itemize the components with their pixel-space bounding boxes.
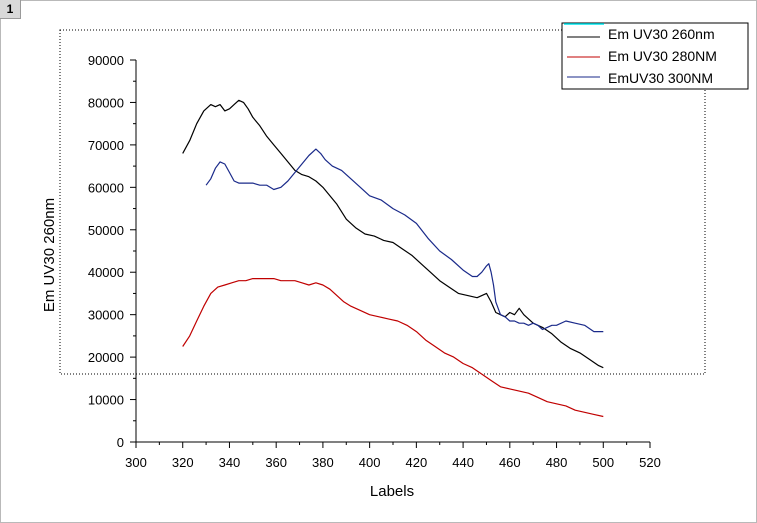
plot-area: 300 320 340 360 380 400 420 440 460 480 500 520 0 100… <box>41 29 706 500</box>
x-tick-label: 320 <box>172 455 194 470</box>
legend-label-3: EmUV30 300NM <box>608 70 713 86</box>
legend-label-1: Em UV30 260nm <box>608 26 715 42</box>
y-tick-label: 90000 <box>88 53 124 68</box>
legend-label-2: Em UV30 280NM <box>608 48 717 64</box>
x-tick-label: 520 <box>639 455 661 470</box>
x-tick-label: 480 <box>546 455 568 470</box>
x-tick-label: 500 <box>592 455 614 470</box>
y-tick-label: 60000 <box>88 180 124 195</box>
y-axis-label: Em UV30 260nm <box>41 198 58 312</box>
y-tick-label: 70000 <box>88 138 124 153</box>
x-tick-label: 380 <box>312 455 334 470</box>
series-line-1 <box>182 99 604 369</box>
series-layer <box>182 99 604 418</box>
legend-box <box>561 22 749 90</box>
axes: 300 320 340 360 380 400 420 440 460 480 500 520 0 100… <box>88 53 661 470</box>
x-tick-label: 360 <box>265 455 287 470</box>
legend: Em UV30 260nm Em UV30 280NM EmUV30 300NM <box>561 22 749 90</box>
y-tick-label: 50000 <box>88 223 124 238</box>
x-tick-label: 460 <box>499 455 521 470</box>
x-tick-label: 420 <box>406 455 428 470</box>
y-tick-label: 0 <box>117 435 124 450</box>
y-tick-label: 20000 <box>88 350 124 365</box>
x-axis-label: Labels <box>370 483 414 500</box>
y-tick-label: 80000 <box>88 95 124 110</box>
x-tick-label: 400 <box>359 455 381 470</box>
x-tick-label: 440 <box>452 455 474 470</box>
series-line-2 <box>182 278 604 418</box>
page-number-badge: 1 <box>0 0 21 19</box>
y-tick-label: 40000 <box>88 265 124 280</box>
y-tick-label: 10000 <box>88 393 124 408</box>
x-tick-label: 300 <box>125 455 147 470</box>
y-tick-label: 30000 <box>88 308 124 323</box>
layer-frame <box>59 29 706 375</box>
series-line-3 <box>205 148 604 333</box>
x-tick-label: 340 <box>219 455 241 470</box>
